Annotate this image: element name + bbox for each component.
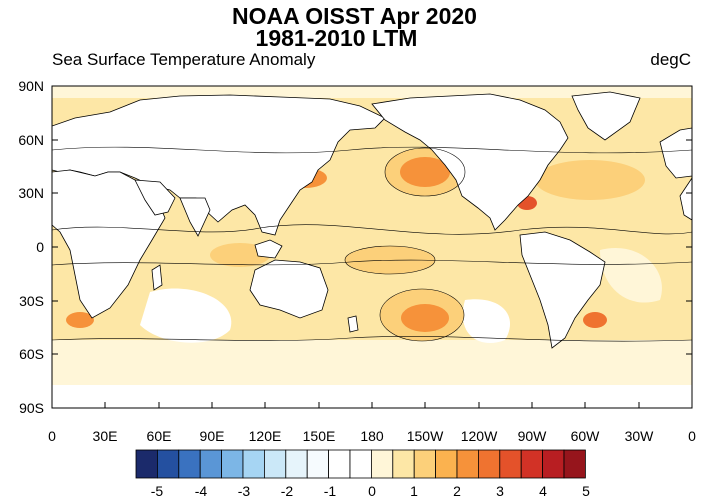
cool-patch-atlantic bbox=[600, 248, 662, 303]
north-america bbox=[371, 93, 569, 231]
x-tick-label: 60E bbox=[146, 428, 172, 444]
colorbar-label: 4 bbox=[539, 483, 547, 499]
colorbar-label: 2 bbox=[453, 483, 461, 499]
cool-patch-indian bbox=[140, 288, 232, 343]
colorbar-swatch bbox=[178, 449, 201, 479]
colorbar-label: 3 bbox=[496, 483, 504, 499]
contour-line bbox=[52, 259, 692, 266]
new-zealand bbox=[347, 315, 359, 333]
contour-line bbox=[384, 147, 466, 197]
colorbar-swatch bbox=[499, 449, 522, 479]
contour-line bbox=[52, 146, 692, 154]
y-tick-label: 90S bbox=[19, 400, 44, 416]
units-label: degC bbox=[650, 50, 691, 69]
map-field bbox=[52, 86, 692, 408]
x-tick-label: 120E bbox=[248, 428, 282, 444]
colorbar-swatch bbox=[392, 449, 415, 479]
colorbar-swatch bbox=[456, 449, 479, 479]
africa-west-edge bbox=[679, 177, 692, 221]
arabia bbox=[134, 179, 176, 216]
variable-label: Sea Surface Temperature Anomaly bbox=[52, 50, 316, 69]
contour-line bbox=[344, 245, 436, 275]
colorbar-swatch bbox=[542, 449, 565, 479]
y-tick-marks bbox=[52, 85, 692, 409]
contour-lines bbox=[52, 146, 692, 342]
colorbar-swatch bbox=[263, 449, 287, 479]
south-america bbox=[519, 231, 606, 349]
x-tick-label: 150E bbox=[302, 428, 336, 444]
colorbar-swatch bbox=[370, 449, 394, 479]
colorbar-label: -4 bbox=[194, 483, 208, 499]
warm-spot-brazil bbox=[583, 312, 607, 328]
colorbar bbox=[135, 449, 586, 479]
x-tick-label: 0 bbox=[688, 428, 696, 444]
warm-blob-north-atlantic bbox=[535, 160, 645, 200]
cool-patch-pacific bbox=[462, 299, 511, 344]
greenland bbox=[571, 91, 641, 141]
australia bbox=[249, 259, 329, 319]
colorbar-label: 1 bbox=[410, 483, 418, 499]
map-title: NOAA OISST Apr 2020 bbox=[232, 3, 477, 29]
x-tick-label: 30W bbox=[624, 428, 654, 444]
indonesia bbox=[254, 239, 283, 259]
x-tick-label: 60W bbox=[570, 428, 600, 444]
colorbar-swatch bbox=[156, 449, 180, 479]
warm-blob-indian bbox=[210, 243, 270, 267]
colorbar-swatch bbox=[328, 449, 351, 479]
india bbox=[179, 197, 211, 237]
madagascar bbox=[151, 264, 163, 291]
x-tick-label: 30E bbox=[92, 428, 118, 444]
africa bbox=[52, 169, 166, 319]
y-tick-label: 30N bbox=[18, 185, 44, 201]
colorbar-swatch bbox=[563, 449, 586, 479]
colorbar-swatch bbox=[477, 449, 501, 479]
colorbar-label: 5 bbox=[582, 483, 590, 499]
x-tick-marks bbox=[51, 402, 693, 408]
colorbar-label: -3 bbox=[237, 483, 251, 499]
contour-line bbox=[52, 336, 692, 342]
x-tick-label: 180 bbox=[360, 428, 384, 444]
y-tick-label: 60S bbox=[19, 346, 44, 362]
x-tick-label: 90E bbox=[199, 428, 225, 444]
colorbar-swatch bbox=[199, 449, 222, 479]
colorbar-swatch bbox=[413, 449, 437, 479]
colorbar-label: -1 bbox=[323, 483, 337, 499]
colorbar-swatch bbox=[520, 449, 544, 479]
x-tick-label: 90W bbox=[517, 428, 547, 444]
map-title-period: 1981-2010 LTM bbox=[255, 25, 418, 51]
colorbar-swatch bbox=[285, 449, 308, 479]
y-tick-label: 60N bbox=[18, 132, 44, 148]
colorbar-label: -2 bbox=[280, 483, 294, 499]
southern-ocean-band bbox=[52, 340, 692, 385]
colorbar-swatch bbox=[221, 449, 244, 479]
contour-line bbox=[52, 224, 692, 235]
x-tick-label: 120W bbox=[460, 428, 498, 444]
warm-core-north-pacific bbox=[400, 157, 450, 187]
x-tick-label: 0 bbox=[48, 428, 56, 444]
y-tick-label: 0 bbox=[36, 239, 44, 255]
colorbar-swatch bbox=[135, 449, 158, 479]
colorbar-swatch bbox=[349, 449, 372, 479]
warm-core-south-pacific bbox=[401, 304, 449, 332]
y-tick-label: 90N bbox=[18, 78, 44, 94]
colorbar-label: 0 bbox=[368, 483, 376, 499]
contour-line bbox=[379, 288, 465, 342]
x-tick-label: 150W bbox=[406, 428, 444, 444]
warm-spot-agulhas bbox=[66, 312, 94, 328]
colorbar-label: -5 bbox=[150, 483, 164, 499]
colorbar-swatch bbox=[435, 449, 458, 479]
colorbar-swatch bbox=[306, 449, 330, 479]
western-europe bbox=[659, 127, 692, 179]
y-tick-label: 30S bbox=[19, 293, 44, 309]
colorbar-swatch bbox=[242, 449, 265, 479]
land bbox=[52, 91, 692, 349]
